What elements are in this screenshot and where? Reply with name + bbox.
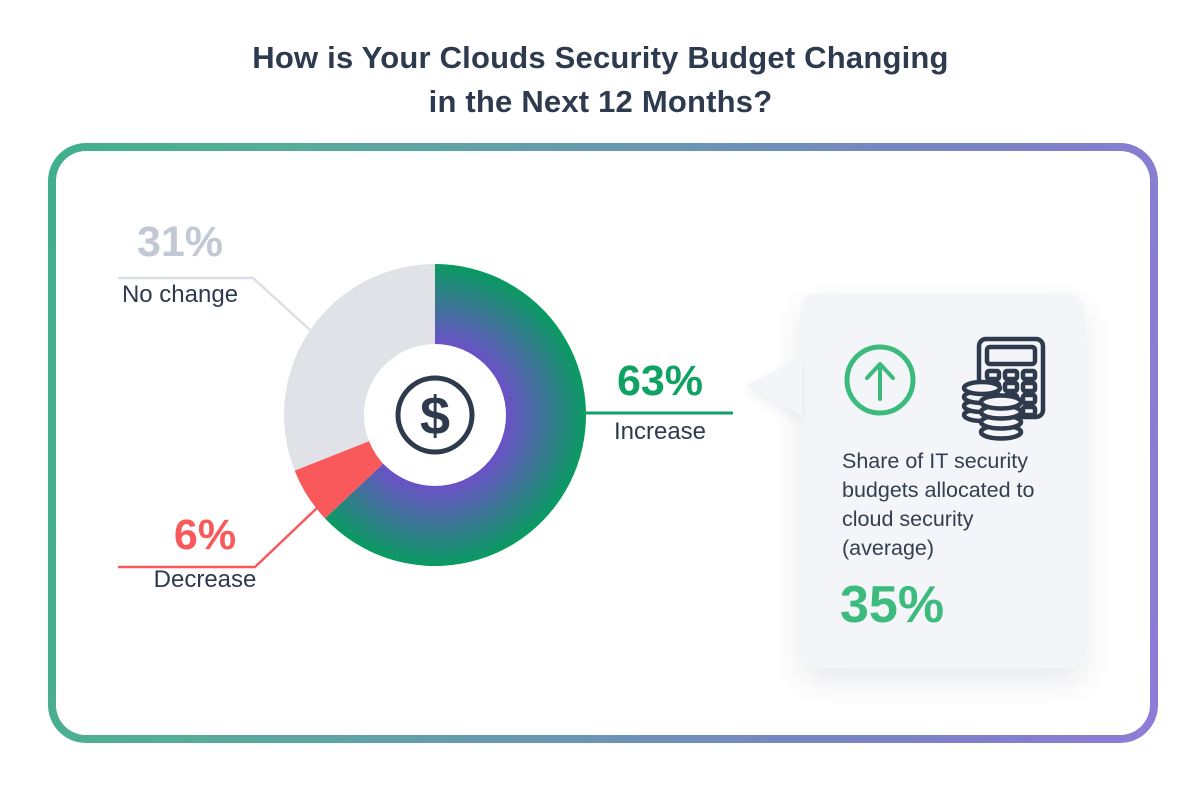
page-title: How is Your Clouds Security Budget Chang… [0,36,1201,124]
callout-value: 35% [840,576,945,634]
decrease-percent: 6% [173,511,237,559]
page-title-line2: in the Next 12 Months? [428,84,773,119]
page-title-line1: How is Your Clouds Security Budget Chang… [252,40,949,75]
callout-icons [842,333,1052,443]
no-change-label: No change [121,281,239,308]
increase-percent: 63% [616,357,704,405]
callout-pointer [746,356,802,416]
arrow-up-circle-icon [844,344,916,416]
decrease-label: Decrease [153,566,257,593]
no-change-percent: 31% [136,218,224,266]
callout-description: Share of IT security budgets allocated t… [842,449,1035,560]
calculator-coins-icon [961,336,1046,441]
callout-card: Share of IT security budgets allocated t… [746,293,1085,668]
increase-label: Increase [613,418,707,445]
